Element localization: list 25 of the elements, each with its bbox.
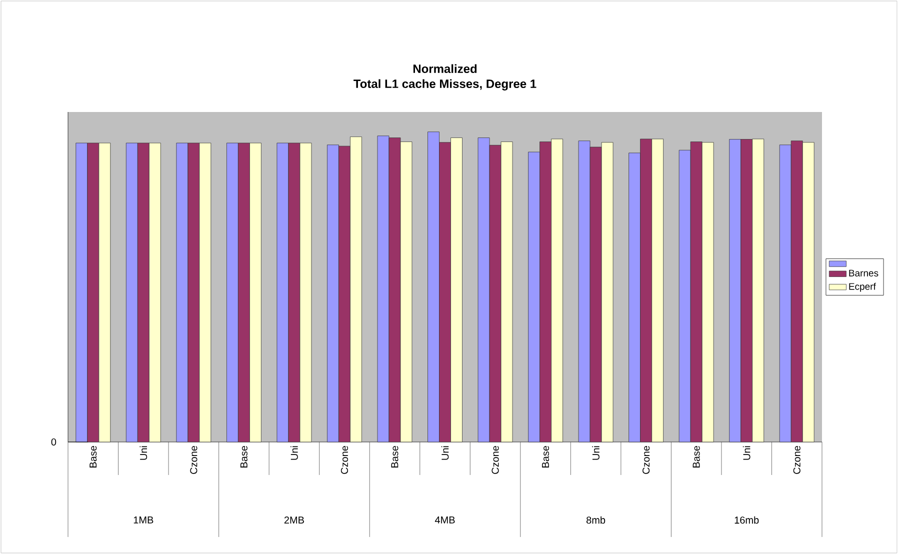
x-tick-label: Czone	[492, 446, 499, 474]
x-tick-label: Czone	[642, 446, 650, 474]
x-tick-label: Base	[90, 446, 97, 468]
text: 1MB	[134, 516, 154, 524]
legend-label: Ecperf	[849, 282, 876, 292]
x-tick-label: Base	[692, 446, 700, 468]
x-tick-label: Base	[391, 446, 398, 468]
legend-label: Barnes	[849, 270, 878, 276]
x-tick-label: Czone	[340, 446, 348, 474]
text: 16mb	[734, 516, 759, 524]
text: 8mb	[586, 516, 606, 524]
chart-title: Normalized	[413, 64, 477, 74]
x-tick-label: Uni	[140, 446, 148, 460]
chart-subtitle: Total L1 cache Misses, Degree 1	[354, 79, 536, 90]
x-tick-label: Uni	[441, 446, 449, 460]
text: 2MB	[284, 516, 304, 524]
x-tick-label: Uni	[290, 446, 298, 460]
x-tick-label: Base	[542, 446, 550, 468]
x-tick-label: Czone	[190, 446, 198, 474]
x-tick-label: Uni	[592, 446, 600, 460]
text: 0	[51, 438, 56, 446]
x-tick-label: Uni	[742, 446, 750, 460]
text: 4MB	[434, 516, 455, 524]
x-tick-label: Base	[240, 446, 248, 468]
x-tick-label: Czone	[793, 446, 800, 474]
